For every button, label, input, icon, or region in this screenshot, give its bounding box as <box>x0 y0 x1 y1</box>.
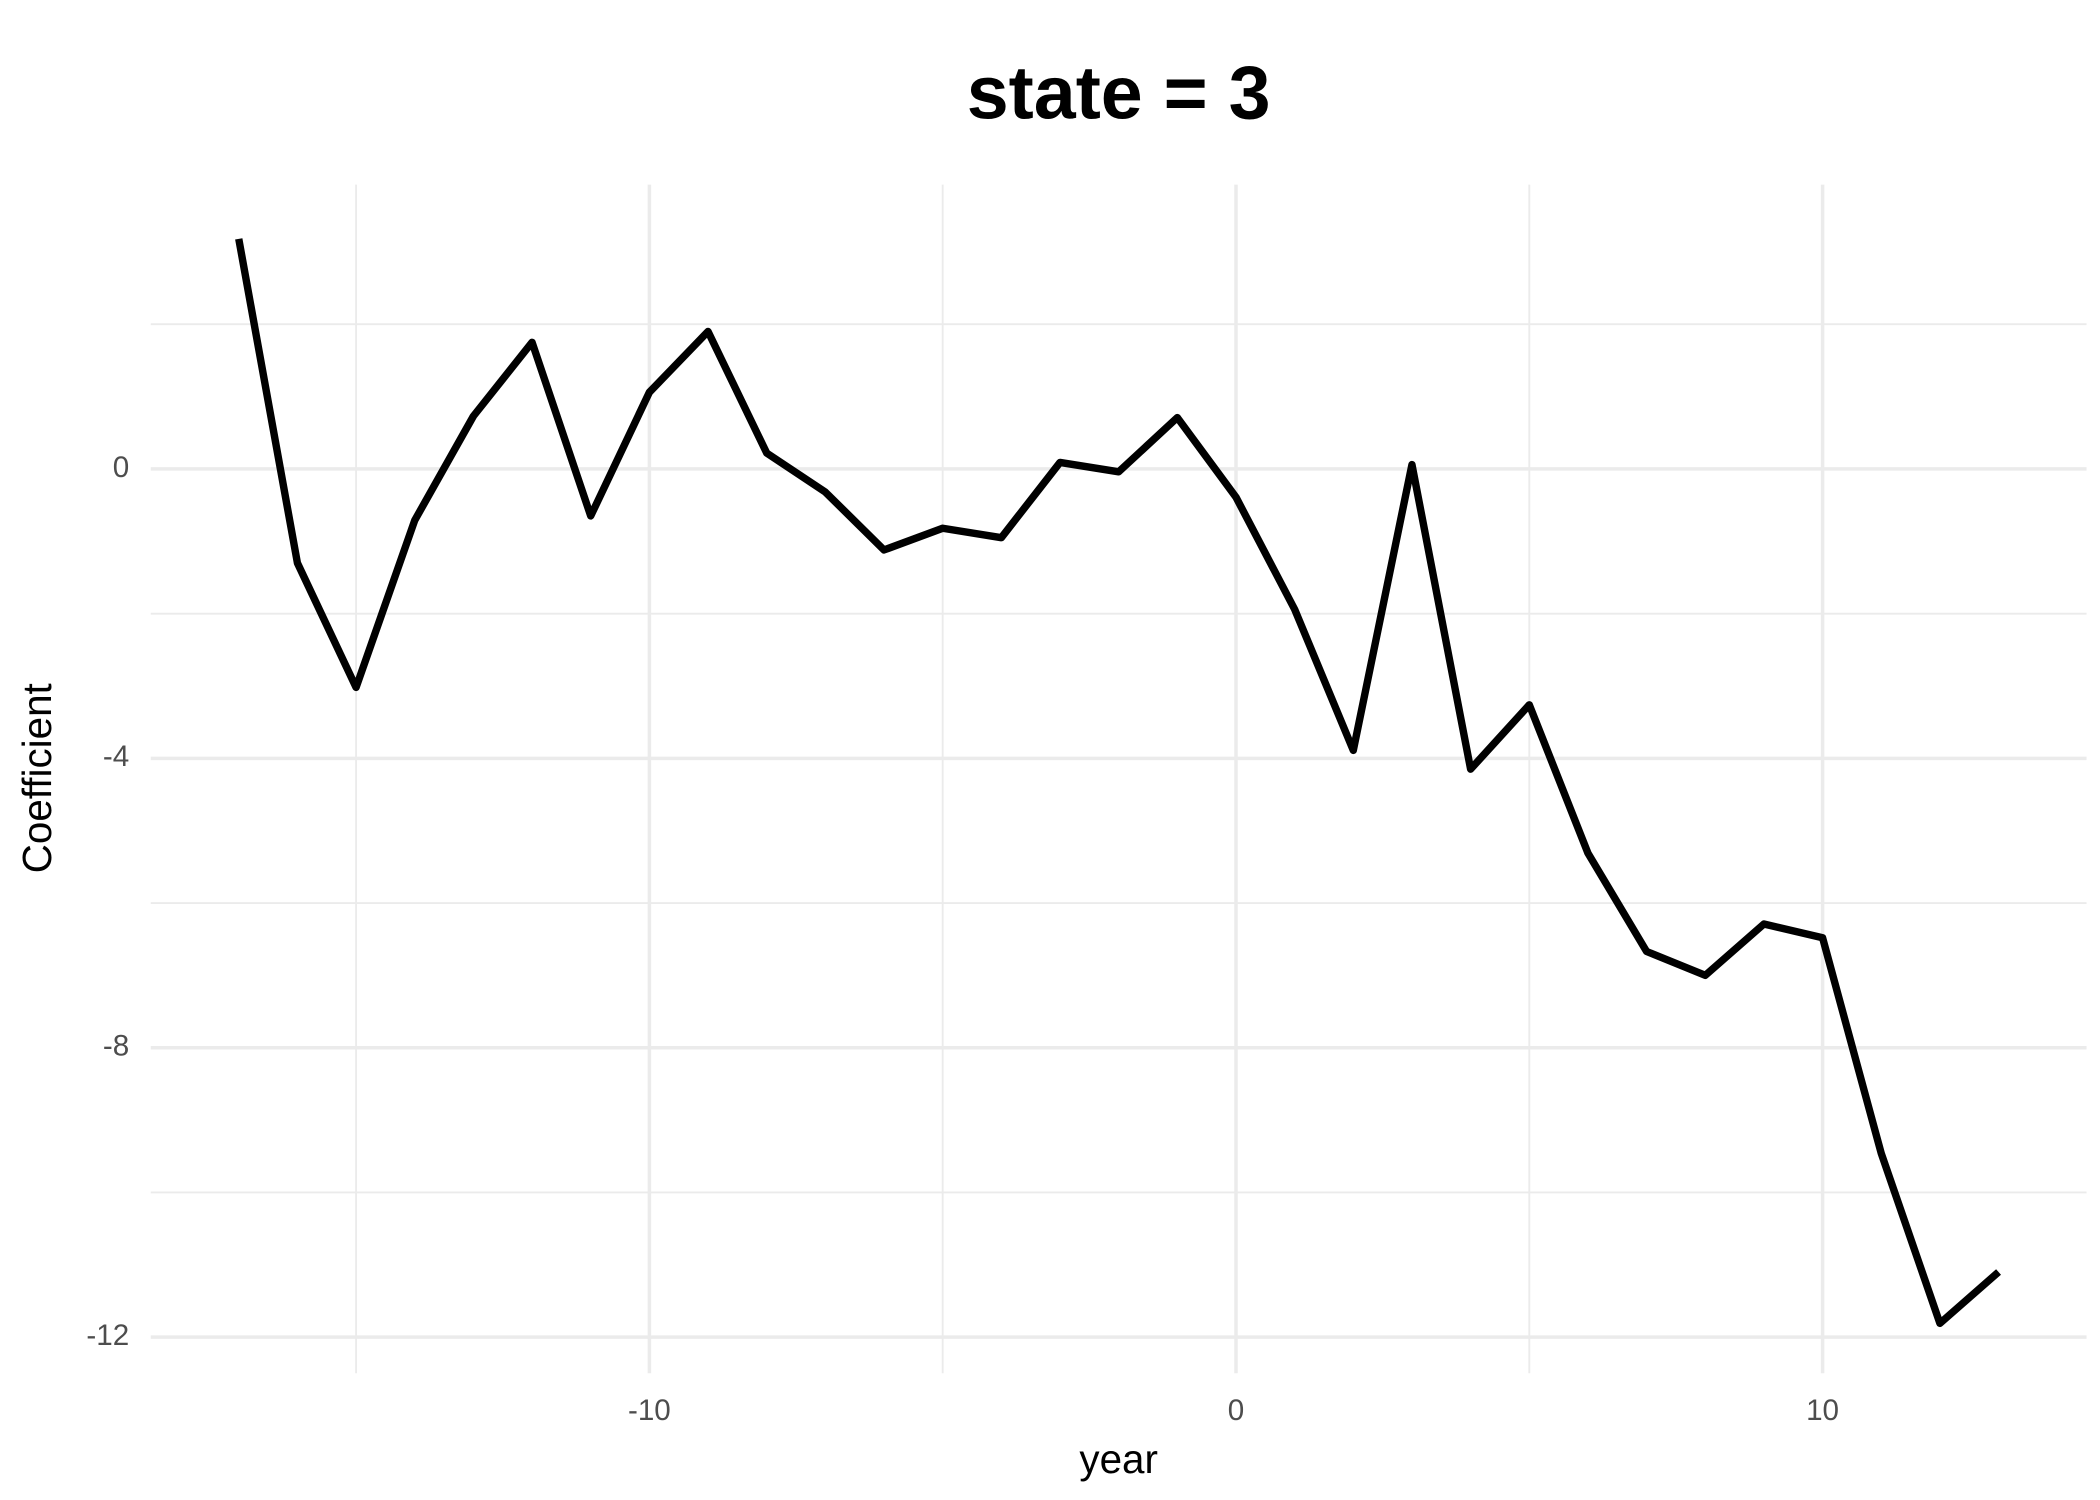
x-axis-title: year <box>1079 1436 1158 1482</box>
chart-title: state = 3 <box>967 50 1271 134</box>
x-tick-label: 10 <box>1806 1394 1839 1427</box>
y-tick-label: 0 <box>113 451 129 484</box>
y-axis-title: Coefficient <box>14 683 60 873</box>
x-tick-label: -10 <box>628 1394 671 1427</box>
grid <box>150 184 2087 1374</box>
y-tick-label: -4 <box>103 740 129 773</box>
x-tick-label: 0 <box>1228 1394 1244 1427</box>
line <box>235 238 2001 1328</box>
y-tick-label: -8 <box>103 1030 129 1063</box>
y-tick-label: -12 <box>86 1319 129 1352</box>
